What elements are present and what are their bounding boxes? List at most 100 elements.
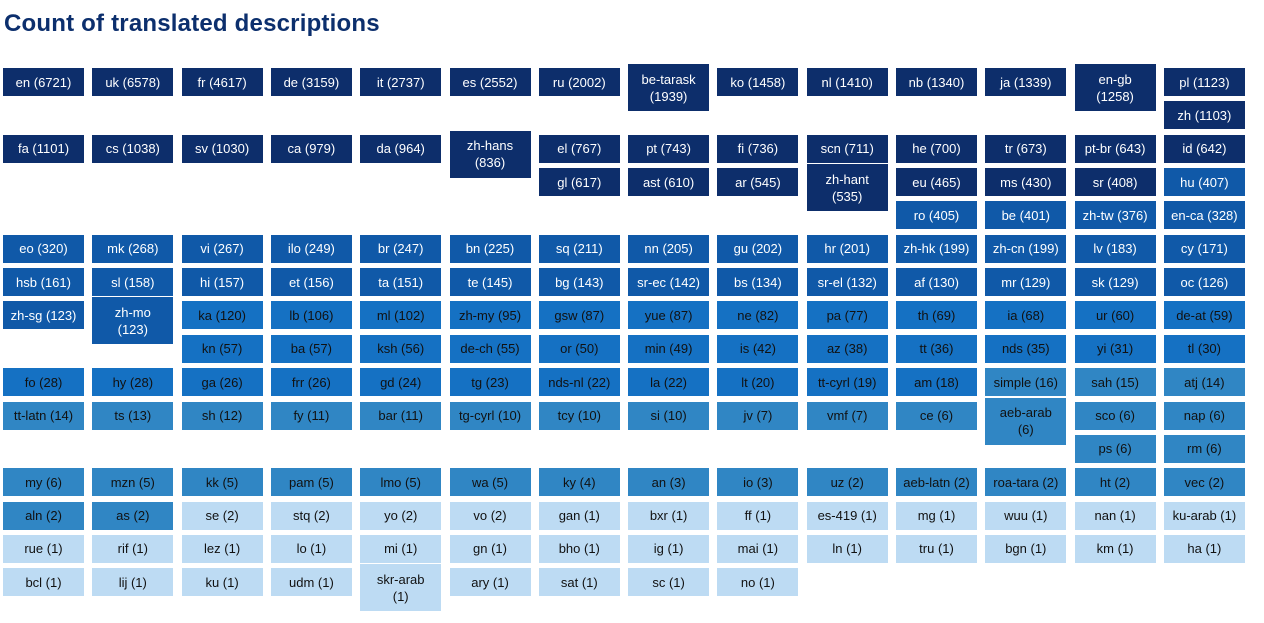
cell-lb[interactable]: lb (106) bbox=[270, 301, 352, 330]
cell-vmf[interactable]: vmf (7) bbox=[806, 401, 888, 430]
cell-ja[interactable]: ja (1339) bbox=[985, 68, 1067, 96]
cell-sah[interactable]: sah (15) bbox=[1074, 368, 1156, 397]
cell-tru[interactable]: tru (1) bbox=[896, 534, 977, 563]
cell-nl[interactable]: nl (1410) bbox=[806, 68, 888, 96]
cell-fi[interactable]: fi (736) bbox=[717, 134, 799, 163]
cell-sq[interactable]: sq (211) bbox=[538, 234, 620, 263]
cell-ht[interactable]: ht (2) bbox=[1074, 468, 1156, 497]
cell-ln[interactable]: ln (1) bbox=[806, 534, 888, 563]
cell-pt-br[interactable]: pt-br (643) bbox=[1074, 134, 1156, 163]
cell-az[interactable]: az (38) bbox=[806, 334, 888, 363]
cell-sk[interactable]: sk (129) bbox=[1074, 268, 1156, 297]
cell-aln[interactable]: aln (2) bbox=[3, 501, 84, 530]
cell-it[interactable]: it (2737) bbox=[360, 68, 442, 96]
cell-ia[interactable]: ia (68) bbox=[985, 301, 1067, 330]
cell-as[interactable]: as (2) bbox=[92, 501, 174, 530]
cell-aeb-arab[interactable]: aeb-arab (6) bbox=[985, 397, 1067, 445]
cell-gu[interactable]: gu (202) bbox=[717, 234, 799, 263]
cell-roa-tara[interactable]: roa-tara (2) bbox=[985, 468, 1067, 497]
cell-is[interactable]: is (42) bbox=[717, 334, 799, 363]
cell-gn[interactable]: gn (1) bbox=[449, 534, 531, 563]
cell-en-ca[interactable]: en-ca (328) bbox=[1163, 201, 1245, 230]
cell-cs[interactable]: cs (1038) bbox=[92, 134, 174, 163]
cell-be-tarask[interactable]: be-tarask (1939) bbox=[628, 64, 710, 111]
cell-pt[interactable]: pt (743) bbox=[628, 134, 710, 163]
cell-zh[interactable]: zh (1103) bbox=[1163, 101, 1245, 130]
cell-sr-ec[interactable]: sr-ec (142) bbox=[628, 268, 710, 297]
cell-mai[interactable]: mai (1) bbox=[717, 534, 799, 563]
cell-si[interactable]: si (10) bbox=[628, 401, 710, 430]
cell-rif[interactable]: rif (1) bbox=[92, 534, 174, 563]
cell-zh-mo[interactable]: zh-mo (123) bbox=[92, 297, 174, 345]
cell-ha[interactable]: ha (1) bbox=[1163, 534, 1245, 563]
cell-bar[interactable]: bar (11) bbox=[360, 401, 442, 430]
cell-af[interactable]: af (130) bbox=[896, 268, 977, 297]
cell-oc[interactable]: oc (126) bbox=[1163, 268, 1245, 297]
cell-en[interactable]: en (6721) bbox=[3, 68, 84, 96]
cell-pa[interactable]: pa (77) bbox=[806, 301, 888, 330]
cell-be[interactable]: be (401) bbox=[985, 201, 1067, 230]
cell-ne[interactable]: ne (82) bbox=[717, 301, 799, 330]
cell-zh-hans[interactable]: zh-hans (836) bbox=[449, 130, 531, 178]
cell-vo[interactable]: vo (2) bbox=[449, 501, 531, 530]
cell-de-ch[interactable]: de-ch (55) bbox=[449, 334, 531, 363]
cell-vec[interactable]: vec (2) bbox=[1163, 468, 1245, 497]
cell-pl[interactable]: pl (1123) bbox=[1163, 68, 1245, 96]
cell-br[interactable]: br (247) bbox=[360, 234, 442, 263]
cell-el[interactable]: el (767) bbox=[538, 134, 620, 163]
cell-ka[interactable]: ka (120) bbox=[181, 301, 263, 330]
cell-aeb-latn[interactable]: aeb-latn (2) bbox=[896, 468, 977, 497]
cell-ro[interactable]: ro (405) bbox=[896, 201, 977, 230]
cell-hy[interactable]: hy (28) bbox=[92, 368, 174, 397]
cell-mg[interactable]: mg (1) bbox=[896, 501, 977, 530]
cell-he[interactable]: he (700) bbox=[896, 134, 977, 163]
cell-nds-nl[interactable]: nds-nl (22) bbox=[538, 368, 620, 397]
cell-la[interactable]: la (22) bbox=[628, 368, 710, 397]
cell-bg[interactable]: bg (143) bbox=[538, 268, 620, 297]
cell-lv[interactable]: lv (183) bbox=[1074, 234, 1156, 263]
cell-am[interactable]: am (18) bbox=[896, 368, 977, 397]
cell-tg-cyrl[interactable]: tg-cyrl (10) bbox=[449, 401, 531, 430]
cell-tcy[interactable]: tcy (10) bbox=[538, 401, 620, 430]
cell-ar[interactable]: ar (545) bbox=[717, 168, 799, 197]
cell-es[interactable]: es (2552) bbox=[449, 68, 531, 96]
cell-or[interactable]: or (50) bbox=[538, 334, 620, 363]
cell-ps[interactable]: ps (6) bbox=[1074, 434, 1156, 463]
cell-fy[interactable]: fy (11) bbox=[270, 401, 352, 430]
cell-bgn[interactable]: bgn (1) bbox=[985, 534, 1067, 563]
cell-fr[interactable]: fr (4617) bbox=[181, 68, 263, 96]
cell-mi[interactable]: mi (1) bbox=[360, 534, 442, 563]
cell-ga[interactable]: ga (26) bbox=[181, 368, 263, 397]
cell-jv[interactable]: jv (7) bbox=[717, 401, 799, 430]
cell-ur[interactable]: ur (60) bbox=[1074, 301, 1156, 330]
cell-lt[interactable]: lt (20) bbox=[717, 368, 799, 397]
cell-yo[interactable]: yo (2) bbox=[360, 501, 442, 530]
cell-sco[interactable]: sco (6) bbox=[1074, 401, 1156, 430]
cell-et[interactable]: et (156) bbox=[270, 268, 352, 297]
cell-bho[interactable]: bho (1) bbox=[538, 534, 620, 563]
cell-kn[interactable]: kn (57) bbox=[181, 334, 263, 363]
cell-ba[interactable]: ba (57) bbox=[270, 334, 352, 363]
cell-da[interactable]: da (964) bbox=[360, 134, 442, 163]
cell-mk[interactable]: mk (268) bbox=[92, 234, 174, 263]
cell-nap[interactable]: nap (6) bbox=[1163, 401, 1245, 430]
cell-ko[interactable]: ko (1458) bbox=[717, 68, 799, 96]
cell-te[interactable]: te (145) bbox=[449, 268, 531, 297]
cell-zh-my[interactable]: zh-my (95) bbox=[449, 301, 531, 330]
cell-ku-arab[interactable]: ku-arab (1) bbox=[1163, 501, 1245, 530]
cell-de[interactable]: de (3159) bbox=[270, 68, 352, 96]
cell-lo[interactable]: lo (1) bbox=[270, 534, 352, 563]
cell-fa[interactable]: fa (1101) bbox=[3, 134, 84, 163]
cell-zh-cn[interactable]: zh-cn (199) bbox=[985, 234, 1067, 263]
cell-th[interactable]: th (69) bbox=[896, 301, 977, 330]
cell-uz[interactable]: uz (2) bbox=[806, 468, 888, 497]
cell-skr-arab[interactable]: skr-arab (1) bbox=[360, 564, 442, 612]
cell-uk[interactable]: uk (6578) bbox=[92, 68, 174, 96]
cell-hu[interactable]: hu (407) bbox=[1163, 168, 1245, 197]
cell-nn[interactable]: nn (205) bbox=[628, 234, 710, 263]
cell-zh-sg[interactable]: zh-sg (123) bbox=[3, 301, 84, 330]
cell-ff[interactable]: ff (1) bbox=[717, 501, 799, 530]
cell-ta[interactable]: ta (151) bbox=[360, 268, 442, 297]
cell-sh[interactable]: sh (12) bbox=[181, 401, 263, 430]
cell-eo[interactable]: eo (320) bbox=[3, 234, 84, 263]
